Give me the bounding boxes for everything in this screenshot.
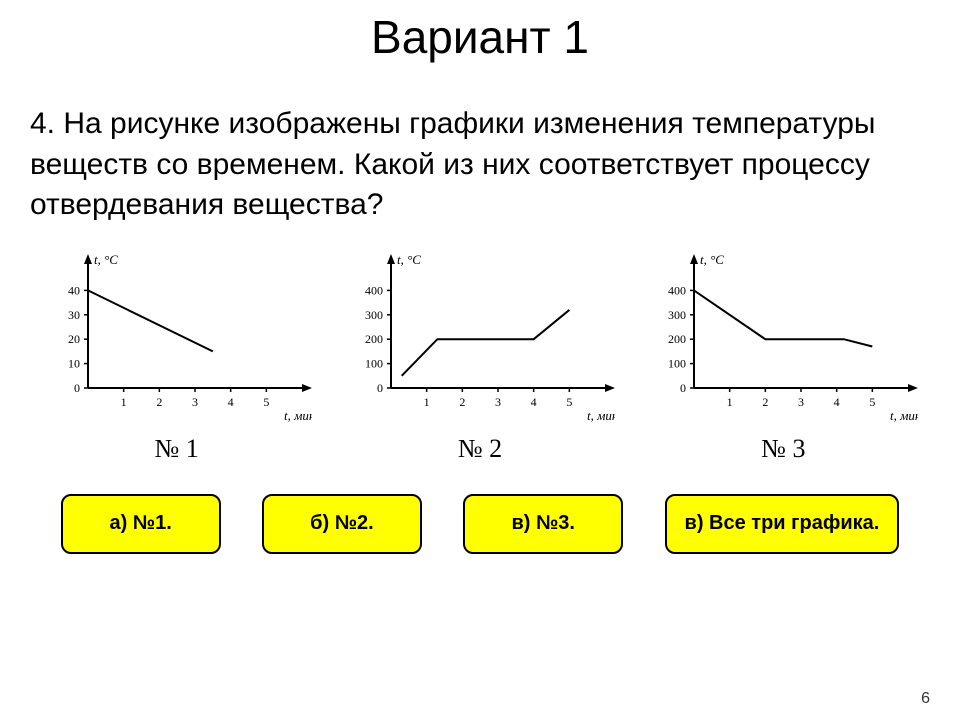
svg-text:4: 4	[227, 395, 233, 409]
answer-v2-button[interactable]: в) Все три графика.	[665, 494, 900, 554]
svg-text:t, мин: t, мин	[890, 408, 918, 423]
svg-text:3: 3	[798, 395, 804, 409]
chart-label-3: № 3	[761, 434, 805, 464]
answer-b-button[interactable]: б) №2.	[262, 494, 422, 554]
chart-block-2: 0 100 200 300 400 1 2 3 4 5 t, °C t, мин № 2	[333, 246, 626, 464]
page-number: 6	[921, 690, 930, 708]
svg-text:30: 30	[68, 307, 80, 321]
svg-text:4: 4	[834, 395, 840, 409]
chart-label-1: № 1	[155, 434, 199, 464]
svg-text:3: 3	[192, 395, 198, 409]
svg-text:t, мин: t, мин	[284, 408, 312, 423]
svg-text:t, °C: t, °C	[700, 252, 724, 267]
chart-3: 0 100 200 300 400 1 2 3 4 5 t, °C t, мин	[648, 246, 918, 426]
svg-text:4: 4	[531, 395, 537, 409]
chart-label-2: № 2	[458, 434, 502, 464]
svg-text:200: 200	[365, 332, 383, 346]
chart-block-1: 0 10 20 30 40 1 2 3 4 5 t, °C t, мин № 1	[30, 246, 323, 464]
svg-text:1: 1	[424, 395, 430, 409]
svg-text:0: 0	[377, 381, 383, 395]
chart-1: 0 10 20 30 40 1 2 3 4 5 t, °C t, мин	[42, 246, 312, 426]
svg-text:2: 2	[459, 395, 465, 409]
page-title: Вариант 1	[30, 10, 930, 64]
svg-text:3: 3	[495, 395, 501, 409]
svg-text:100: 100	[668, 356, 686, 370]
svg-text:2: 2	[763, 395, 769, 409]
svg-text:2: 2	[156, 395, 162, 409]
svg-text:1: 1	[120, 395, 126, 409]
svg-text:1: 1	[727, 395, 733, 409]
svg-text:0: 0	[74, 381, 80, 395]
svg-text:400: 400	[365, 283, 383, 297]
answer-a-button[interactable]: а) №1.	[61, 494, 221, 554]
chart-block-3: 0 100 200 300 400 1 2 3 4 5 t, °C t, мин № 3	[637, 246, 930, 464]
svg-text:40: 40	[68, 283, 80, 297]
svg-text:5: 5	[870, 395, 876, 409]
answer-v1-button[interactable]: в) №3.	[463, 494, 623, 554]
svg-text:400: 400	[668, 283, 686, 297]
svg-text:t, °C: t, °C	[94, 252, 118, 267]
svg-text:5: 5	[263, 395, 269, 409]
question-text: 4. На рисунке изображены графики изменен…	[30, 104, 930, 226]
chart-2: 0 100 200 300 400 1 2 3 4 5 t, °C t, мин	[345, 246, 615, 426]
svg-text:t, °C: t, °C	[397, 252, 421, 267]
svg-text:100: 100	[365, 356, 383, 370]
svg-text:20: 20	[68, 332, 80, 346]
svg-text:300: 300	[365, 307, 383, 321]
page: Вариант 1 4. На рисунке изображены графи…	[0, 0, 960, 720]
svg-text:300: 300	[668, 307, 686, 321]
charts-row: 01020304012345t, °Ct, мин № 1 0100200300…	[30, 246, 930, 464]
answers-row: а) №1. б) №2. в) №3. в) Все три графика.	[30, 494, 930, 554]
svg-text:200: 200	[668, 332, 686, 346]
svg-text:5: 5	[566, 395, 572, 409]
svg-text:0: 0	[680, 381, 686, 395]
svg-text:t, мин: t, мин	[587, 408, 615, 423]
svg-text:10: 10	[68, 356, 80, 370]
